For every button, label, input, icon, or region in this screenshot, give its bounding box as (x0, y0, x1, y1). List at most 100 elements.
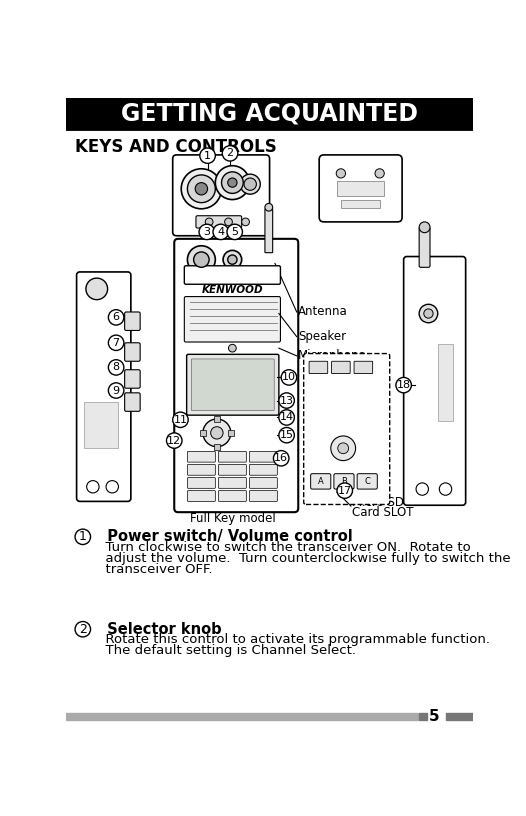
Text: 11: 11 (174, 415, 187, 425)
FancyBboxPatch shape (265, 209, 272, 253)
Text: 3: 3 (204, 227, 210, 237)
Circle shape (108, 309, 124, 325)
Circle shape (167, 432, 182, 448)
Circle shape (75, 622, 90, 637)
Text: KEYS AND CONTROLS: KEYS AND CONTROLS (75, 138, 277, 156)
Circle shape (274, 450, 289, 466)
Bar (214, 444, 220, 450)
Bar (438, 344, 453, 421)
Text: 1: 1 (204, 151, 211, 161)
Circle shape (108, 383, 124, 398)
Circle shape (338, 443, 349, 454)
FancyBboxPatch shape (403, 256, 466, 505)
FancyBboxPatch shape (419, 228, 430, 268)
Circle shape (279, 392, 295, 408)
Bar (337, 181, 383, 197)
Text: 2: 2 (79, 623, 87, 636)
Circle shape (108, 335, 124, 351)
FancyBboxPatch shape (334, 473, 354, 489)
FancyBboxPatch shape (319, 155, 402, 222)
Circle shape (75, 529, 90, 544)
FancyBboxPatch shape (196, 215, 241, 228)
Circle shape (424, 309, 433, 318)
FancyBboxPatch shape (125, 312, 140, 330)
FancyBboxPatch shape (249, 490, 277, 501)
FancyBboxPatch shape (187, 477, 215, 488)
FancyBboxPatch shape (125, 370, 140, 388)
Text: Micro SD: Micro SD (352, 495, 404, 508)
FancyBboxPatch shape (184, 266, 280, 284)
Circle shape (195, 183, 208, 195)
FancyBboxPatch shape (249, 477, 277, 488)
Text: KENWOOD: KENWOOD (201, 286, 263, 295)
Text: C: C (365, 477, 370, 486)
Text: The default setting is Channel Select.: The default setting is Channel Select. (97, 645, 356, 657)
FancyBboxPatch shape (218, 477, 246, 488)
Text: 2: 2 (227, 149, 234, 158)
Bar (200, 430, 206, 436)
Circle shape (223, 251, 241, 268)
Circle shape (228, 255, 237, 264)
FancyBboxPatch shape (331, 361, 350, 374)
FancyBboxPatch shape (218, 464, 246, 475)
Text: 7: 7 (113, 338, 120, 348)
FancyBboxPatch shape (191, 359, 274, 410)
Circle shape (194, 252, 209, 268)
Text: 13: 13 (280, 396, 294, 406)
Text: 14: 14 (279, 412, 294, 423)
FancyBboxPatch shape (311, 473, 331, 489)
Text: transceiver OFF.: transceiver OFF. (97, 563, 213, 575)
Circle shape (331, 436, 356, 460)
Circle shape (281, 370, 297, 385)
Text: Rotate this control to activate its programmable function.: Rotate this control to activate its prog… (97, 633, 490, 646)
Circle shape (86, 278, 108, 299)
Circle shape (265, 203, 272, 211)
Text: 10: 10 (282, 372, 296, 383)
Text: model: model (312, 387, 349, 400)
Text: Card SLOT: Card SLOT (352, 507, 414, 520)
FancyBboxPatch shape (309, 361, 328, 374)
Circle shape (244, 178, 256, 190)
Bar (419, 713, 427, 720)
FancyBboxPatch shape (77, 272, 131, 501)
Text: B: B (341, 477, 347, 486)
Circle shape (221, 172, 243, 193)
Text: Antenna: Antenna (298, 305, 348, 318)
Bar (66, 713, 418, 720)
Circle shape (222, 146, 238, 161)
Circle shape (205, 218, 213, 226)
Text: 9: 9 (113, 385, 120, 396)
FancyBboxPatch shape (187, 451, 215, 462)
Circle shape (225, 218, 232, 226)
Circle shape (279, 410, 295, 425)
Text: A: A (318, 477, 323, 486)
FancyBboxPatch shape (218, 451, 246, 462)
Text: 4: 4 (217, 227, 224, 237)
Circle shape (173, 412, 188, 428)
Text: Selector knob: Selector knob (97, 622, 221, 636)
Circle shape (337, 483, 352, 499)
Circle shape (416, 483, 429, 495)
FancyBboxPatch shape (174, 239, 298, 512)
FancyBboxPatch shape (357, 473, 377, 489)
Circle shape (375, 169, 385, 178)
Circle shape (108, 360, 124, 375)
Circle shape (87, 481, 99, 493)
Circle shape (228, 178, 237, 187)
Circle shape (279, 428, 295, 443)
Circle shape (200, 148, 215, 163)
Text: Full Key model: Full Key model (189, 512, 275, 526)
Circle shape (419, 304, 438, 323)
Text: 15: 15 (280, 430, 294, 440)
FancyBboxPatch shape (249, 464, 277, 475)
FancyBboxPatch shape (125, 343, 140, 361)
Circle shape (181, 169, 221, 209)
Bar (228, 430, 234, 436)
Circle shape (241, 218, 249, 226)
Circle shape (439, 483, 452, 495)
Text: GETTING ACQUAINTED: GETTING ACQUAINTED (121, 101, 418, 126)
Bar (214, 416, 220, 422)
Text: 1: 1 (79, 530, 87, 543)
Text: 16: 16 (274, 453, 288, 463)
FancyBboxPatch shape (218, 490, 246, 501)
